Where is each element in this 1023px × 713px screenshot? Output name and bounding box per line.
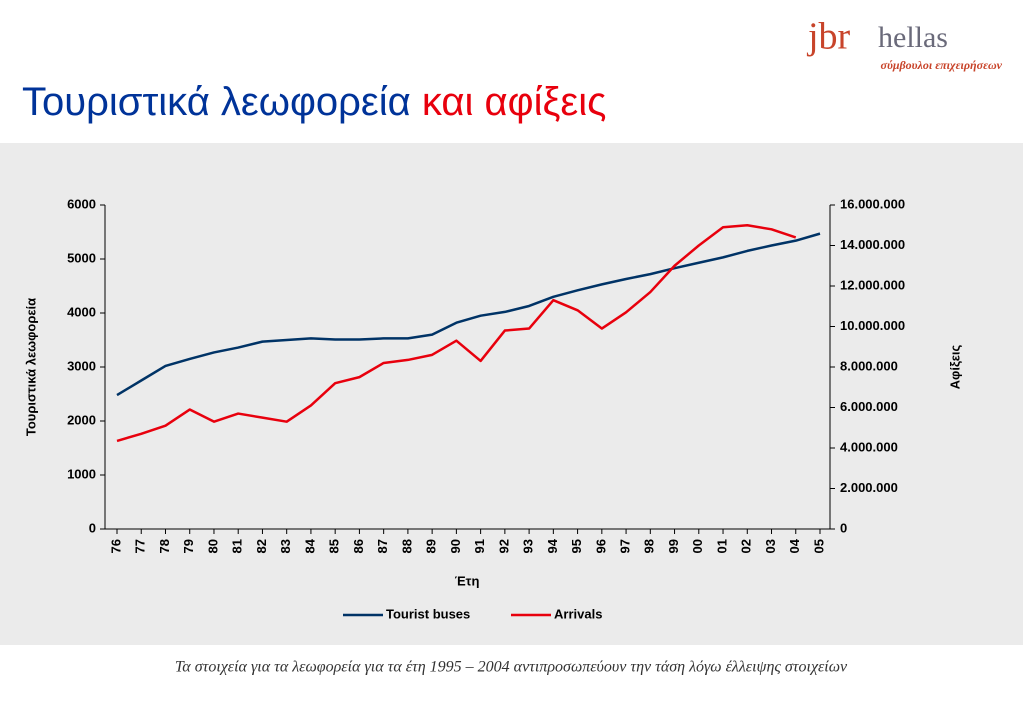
- legend-label: Tourist buses: [386, 606, 470, 621]
- series-line: [116, 224, 797, 443]
- x-tick-label: 04: [787, 538, 802, 553]
- logo-name: hellas: [878, 21, 948, 54]
- x-tick-label: 85: [327, 539, 342, 553]
- y2-tick-label: 4.000.000: [840, 439, 898, 454]
- x-tick-label: 83: [278, 539, 293, 553]
- title-part: και αφίξεις: [422, 80, 607, 124]
- y2-tick-label: 16.000.000: [840, 196, 905, 211]
- y-tick-label: 4000: [67, 304, 96, 319]
- x-tick-label: 76: [108, 539, 123, 553]
- slide-title: Τουριστικά λεωφορεία και αφίξεις: [22, 80, 606, 124]
- x-tick-label: 77: [133, 539, 148, 553]
- y-tick-label: 2000: [67, 412, 96, 427]
- y-tick-label: 3000: [67, 358, 96, 373]
- x-tick-label: 00: [690, 539, 705, 553]
- x-tick-label: 99: [666, 539, 681, 553]
- x-tick-label: 93: [521, 539, 536, 553]
- x-tick-label: 82: [254, 539, 269, 553]
- x-tick-label: 87: [375, 539, 390, 553]
- x-tick-label: 86: [351, 539, 366, 553]
- x-tick-label: 91: [472, 539, 487, 553]
- x-tick-label: 84: [302, 538, 317, 553]
- y2-tick-label: 14.000.000: [840, 237, 905, 252]
- y2-tick-label: 12.000.000: [840, 277, 905, 292]
- x-axis-label: Έτη: [455, 573, 480, 588]
- y2-tick-label: 6.000.000: [840, 399, 898, 414]
- logo-mark: jbr: [806, 16, 851, 58]
- x-tick-label: 98: [642, 539, 657, 553]
- x-tick-label: 05: [811, 539, 826, 553]
- x-tick-label: 92: [496, 539, 511, 553]
- x-tick-label: 02: [739, 539, 754, 553]
- x-tick-label: 80: [205, 539, 220, 553]
- panel: [0, 143, 1023, 645]
- y2-tick-label: 8.000.000: [840, 358, 898, 373]
- x-tick-label: 94: [545, 538, 560, 553]
- y2-tick-label: 10.000.000: [840, 318, 905, 333]
- x-tick-label: 81: [230, 539, 245, 553]
- y-tick-label: 6000: [67, 196, 96, 211]
- x-tick-label: 89: [424, 539, 439, 553]
- x-tick-label: 78: [157, 539, 172, 553]
- x-tick-label: 01: [714, 539, 729, 553]
- y-tick-label: 1000: [67, 466, 96, 481]
- y2-tick-label: 0: [840, 520, 847, 535]
- y-tick-label: 0: [89, 520, 96, 535]
- y-axis-label: Τουριστικά λεωφορεία: [23, 298, 38, 436]
- x-tick-label: 90: [448, 539, 463, 553]
- y2-axis-label: Αφίξεις: [947, 344, 962, 389]
- y-tick-label: 5000: [67, 250, 96, 265]
- x-tick-label: 97: [618, 539, 633, 553]
- x-tick-label: 95: [569, 539, 584, 553]
- x-tick-label: 96: [593, 539, 608, 553]
- x-tick-label: 03: [763, 539, 778, 553]
- chart: 010002000300040005000600002.000.0004.000…: [23, 196, 962, 621]
- legend-label: Arrivals: [554, 606, 602, 621]
- series-line: [116, 232, 821, 397]
- logo-tagline: σύμβουλοι επιχειρήσεων: [880, 58, 1002, 72]
- x-tick-label: 88: [399, 539, 414, 553]
- title-part: Τουριστικά λεωφορεία: [22, 80, 411, 124]
- x-tick-label: 79: [181, 539, 196, 553]
- footnote: Τα στοιχεία για τα λεωφορεία για τα έτη …: [175, 659, 848, 676]
- y2-tick-label: 2.000.000: [840, 480, 898, 495]
